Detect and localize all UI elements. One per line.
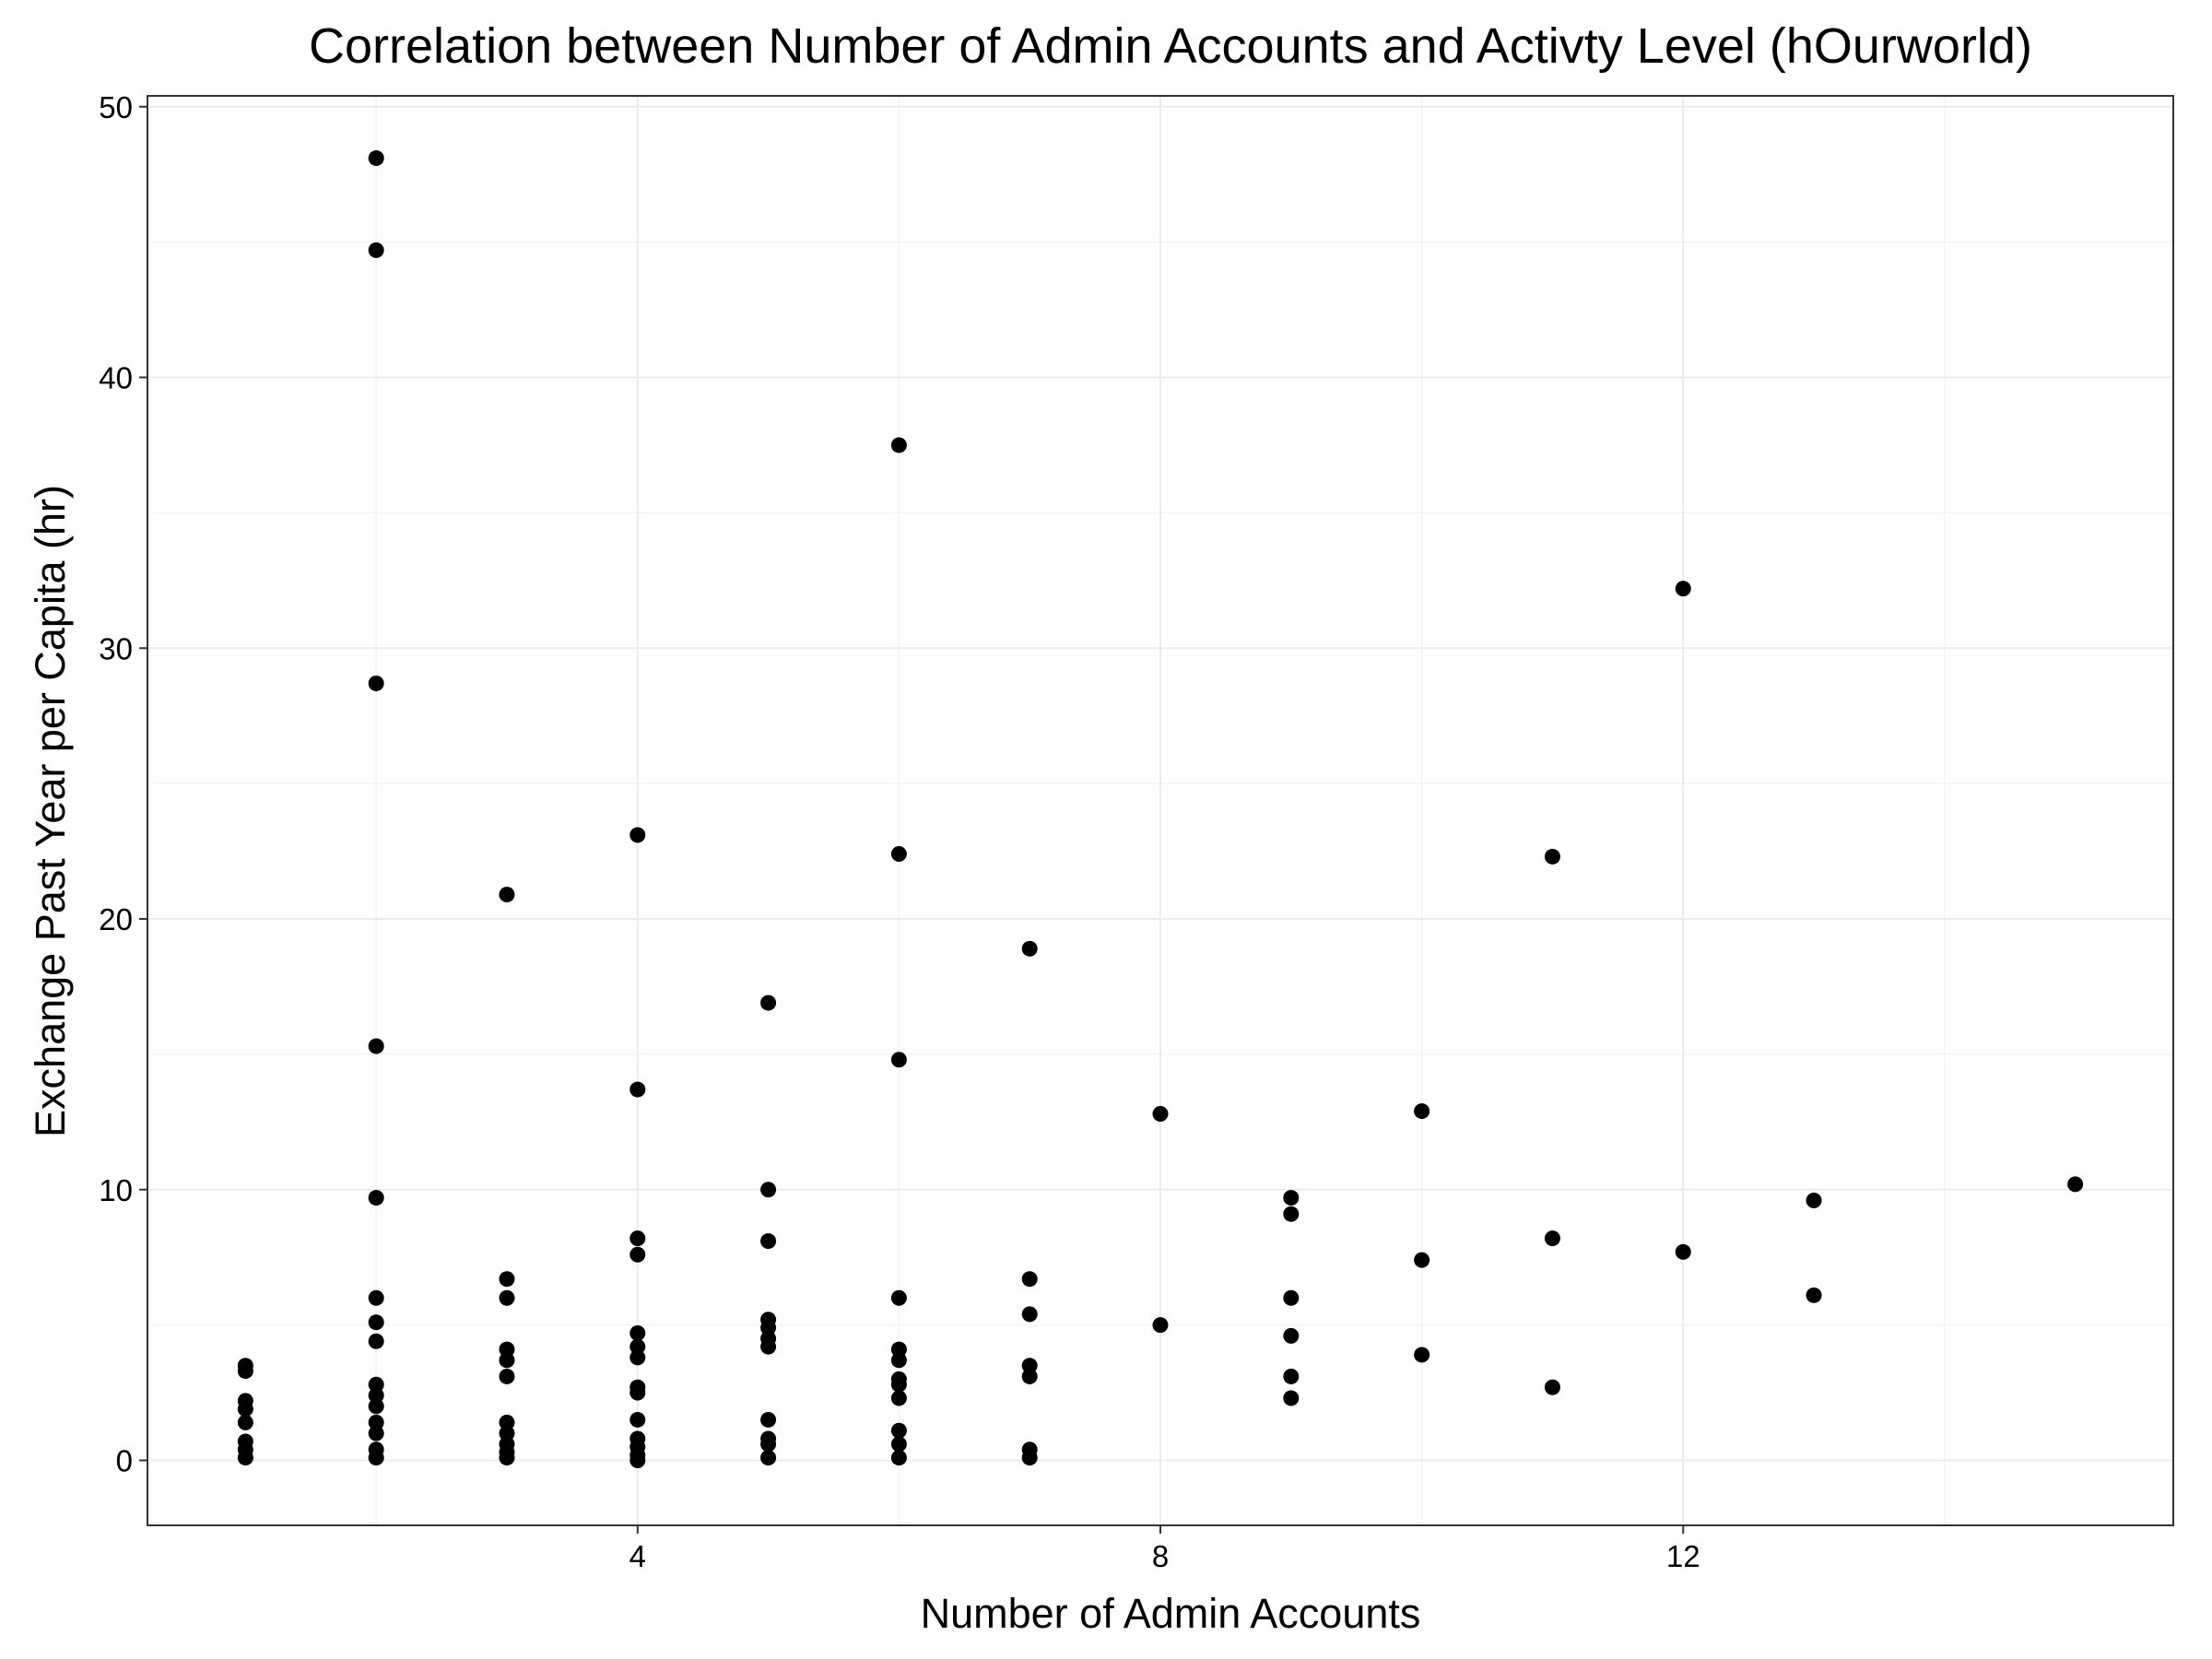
data-point [629, 1230, 646, 1247]
data-point [368, 1038, 384, 1054]
y-tick-label: 10 [99, 1173, 133, 1207]
data-point [1283, 1327, 1300, 1344]
data-point [1414, 1347, 1430, 1363]
data-point [1675, 581, 1691, 597]
x-tick-label: 4 [629, 1539, 646, 1573]
data-point [368, 1398, 384, 1415]
y-axis-title: Exchange Past Year per Capita (hr) [27, 485, 74, 1137]
y-tick-label: 50 [99, 90, 133, 124]
data-point [368, 1314, 384, 1331]
data-points [237, 150, 2084, 1468]
data-point [368, 1425, 384, 1441]
data-point [629, 1324, 646, 1341]
data-point [368, 1414, 384, 1430]
y-tick-label: 20 [99, 902, 133, 936]
data-point [1021, 1358, 1038, 1374]
data-point [499, 1271, 515, 1288]
data-point [1021, 1271, 1038, 1288]
data-point [1544, 1379, 1560, 1395]
data-point [760, 1182, 777, 1198]
data-point [890, 1422, 907, 1439]
data-point [237, 1450, 253, 1466]
data-point [1283, 1190, 1300, 1206]
data-point [890, 437, 907, 453]
data-point [629, 1411, 646, 1428]
data-point [1806, 1287, 1822, 1303]
data-point [368, 1289, 384, 1306]
data-point [368, 150, 384, 167]
data-point [760, 1411, 777, 1428]
data-point [499, 1450, 515, 1466]
data-point [1283, 1368, 1300, 1384]
data-point [237, 1414, 253, 1430]
data-point [237, 1401, 253, 1418]
data-point [629, 1246, 646, 1263]
y-tick-label: 0 [116, 1444, 133, 1478]
data-point [1675, 1243, 1691, 1260]
major-gridlines [147, 96, 2173, 1525]
x-axis-ticks: 4 8 12 [629, 1525, 1700, 1573]
data-point [1021, 1368, 1038, 1384]
data-point [629, 827, 646, 843]
x-tick-label: 8 [1152, 1539, 1169, 1573]
data-point [368, 1333, 384, 1349]
data-point [890, 1376, 907, 1393]
data-point [890, 1289, 907, 1306]
data-point [368, 241, 384, 258]
data-point [760, 1436, 777, 1453]
data-point [368, 1190, 384, 1206]
data-point [499, 887, 515, 903]
data-point [1806, 1193, 1822, 1208]
data-point [1283, 1390, 1300, 1406]
data-point [629, 1349, 646, 1366]
data-point [1283, 1206, 1300, 1222]
data-point [760, 1320, 777, 1336]
data-point [890, 1352, 907, 1369]
data-point [760, 1233, 777, 1250]
data-point [499, 1368, 515, 1384]
data-point [890, 1436, 907, 1453]
data-point [1414, 1252, 1430, 1268]
x-tick-label: 12 [1666, 1539, 1700, 1573]
data-point [760, 1338, 777, 1355]
y-axis-ticks: 0 10 20 30 40 50 [99, 90, 147, 1478]
data-point [1021, 1306, 1038, 1323]
data-point [760, 994, 777, 1011]
data-point [237, 1363, 253, 1380]
data-point [1283, 1289, 1300, 1306]
data-point [890, 1052, 907, 1068]
data-point [1021, 940, 1038, 957]
data-point [1544, 1230, 1560, 1247]
data-point [499, 1289, 515, 1306]
data-point [1152, 1317, 1169, 1334]
x-axis-title: Number of Admin Accounts [921, 1590, 1421, 1637]
data-point [368, 1450, 384, 1466]
data-point [890, 1450, 907, 1466]
data-point [1021, 1450, 1038, 1466]
data-point [629, 1453, 646, 1468]
chart-title: Correlation between Number of Admin Acco… [309, 18, 2032, 74]
data-point [2067, 1176, 2084, 1193]
data-point [499, 1414, 515, 1430]
data-point [890, 1390, 907, 1406]
y-tick-label: 40 [99, 361, 133, 395]
data-point [629, 1338, 646, 1355]
data-point [760, 1450, 777, 1466]
data-point [1152, 1106, 1169, 1122]
data-point [368, 675, 384, 691]
data-point [629, 1384, 646, 1401]
data-point [368, 1376, 384, 1393]
data-point [499, 1352, 515, 1369]
data-point [368, 1387, 384, 1404]
data-point [499, 1341, 515, 1358]
data-point [1544, 848, 1560, 865]
data-point [629, 1081, 646, 1098]
data-point [890, 846, 907, 862]
data-point [890, 1341, 907, 1358]
y-tick-label: 30 [99, 631, 133, 665]
data-point [1414, 1103, 1430, 1120]
data-point [499, 1425, 515, 1441]
